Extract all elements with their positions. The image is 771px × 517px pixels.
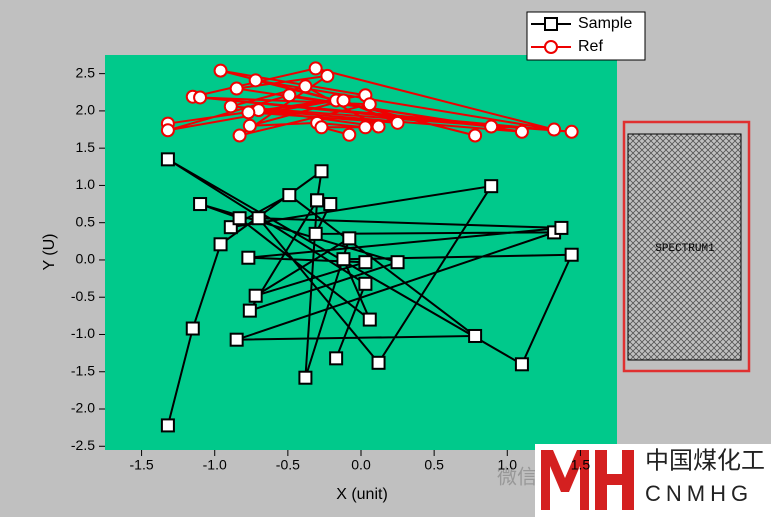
y-tick-label: 0.5 xyxy=(76,213,96,229)
marker xyxy=(160,123,175,138)
y-tick-label: 0.0 xyxy=(76,251,96,267)
inset-label: SPECTRUM1 xyxy=(655,243,715,255)
marker xyxy=(336,252,351,267)
logo-m xyxy=(541,450,589,510)
marker xyxy=(320,68,335,83)
marker xyxy=(342,127,357,142)
x-tick-label: -1.5 xyxy=(130,457,154,473)
marker xyxy=(213,237,228,252)
marker xyxy=(547,122,562,137)
y-tick-label: 1.5 xyxy=(76,139,96,155)
logo-h xyxy=(595,450,634,510)
marker xyxy=(241,250,256,265)
legend: Sample Ref xyxy=(526,11,646,61)
marker xyxy=(193,197,208,212)
inset-pattern xyxy=(627,133,742,361)
marker xyxy=(323,197,338,212)
y-tick-label: 2.0 xyxy=(76,102,96,118)
marker xyxy=(329,351,344,366)
marker xyxy=(310,193,325,208)
inset: SPECTRUM1 xyxy=(622,120,751,373)
marker xyxy=(564,247,579,262)
marker xyxy=(232,211,247,226)
marker xyxy=(514,357,529,372)
marker xyxy=(213,63,228,78)
marker xyxy=(282,88,297,103)
y-tick-label: -2.5 xyxy=(71,437,95,453)
y-tick-label: -2.0 xyxy=(71,400,95,416)
marker xyxy=(564,124,579,139)
marker xyxy=(160,418,175,433)
marker xyxy=(160,152,175,167)
marker xyxy=(242,303,257,318)
marker xyxy=(248,73,263,88)
x-tick-label: -1.0 xyxy=(203,457,227,473)
plot-content xyxy=(160,61,579,433)
x-tick-label: 1.0 xyxy=(498,457,518,473)
y-tick-label: -1.0 xyxy=(71,325,95,341)
marker xyxy=(241,105,256,120)
x-tick-label: 1.5 xyxy=(571,457,591,473)
x-tick-label: -0.5 xyxy=(276,457,300,473)
logo-en: CNMHG xyxy=(645,481,753,506)
marker xyxy=(229,332,244,347)
legend-label: Sample xyxy=(578,15,632,32)
marker xyxy=(468,328,483,343)
x-axis-label: X (unit) xyxy=(336,486,388,503)
marker xyxy=(248,288,263,303)
marker xyxy=(232,128,247,143)
marker xyxy=(223,99,238,114)
y-tick-label: 1.0 xyxy=(76,176,96,192)
marker xyxy=(229,81,244,96)
marker xyxy=(390,255,405,270)
watermark-text: 微信 xyxy=(497,465,537,488)
logo-bg xyxy=(535,444,771,517)
marker xyxy=(390,115,405,130)
marker xyxy=(362,312,377,327)
marker xyxy=(358,255,373,270)
y-tick-label: -1.5 xyxy=(71,362,95,378)
marker xyxy=(371,355,386,370)
inset-frame xyxy=(622,120,751,373)
marker xyxy=(298,79,313,94)
marker xyxy=(544,17,558,31)
x-tick-label: 0.0 xyxy=(351,457,371,473)
y-axis-label: Y (U) xyxy=(41,233,58,270)
legend-label: Ref xyxy=(578,38,603,55)
marker xyxy=(484,119,499,134)
marker xyxy=(468,128,483,143)
marker xyxy=(371,119,386,134)
marker xyxy=(544,40,558,54)
marker xyxy=(514,124,529,139)
marker xyxy=(242,118,257,133)
marker xyxy=(251,211,266,226)
marker xyxy=(308,226,323,241)
marker xyxy=(554,220,569,235)
marker xyxy=(308,61,323,76)
marker xyxy=(185,321,200,336)
marker xyxy=(358,276,373,291)
marker xyxy=(362,97,377,112)
logo-cn: 中国煤化工 xyxy=(645,447,765,474)
watermark: 微信 中国煤化工 CNMHG xyxy=(497,444,771,517)
marker xyxy=(193,90,208,105)
marker xyxy=(314,164,329,179)
marker xyxy=(484,179,499,194)
marker xyxy=(282,188,297,203)
marker xyxy=(358,120,373,135)
marker xyxy=(342,231,357,246)
marker xyxy=(336,93,351,108)
y-tick-label: 2.5 xyxy=(76,64,96,80)
marker xyxy=(298,370,313,385)
marker xyxy=(314,120,329,135)
y-tick-label: -0.5 xyxy=(71,288,95,304)
x-tick-label: 0.5 xyxy=(424,457,444,473)
